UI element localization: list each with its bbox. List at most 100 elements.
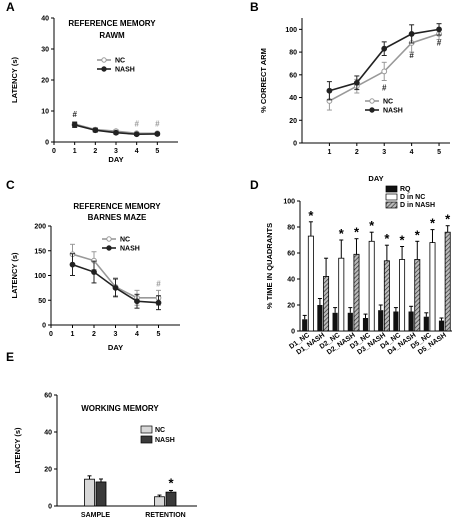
bar-rq xyxy=(393,311,399,331)
y-tick-label: 20 xyxy=(289,118,297,125)
y-tick-label: 40 xyxy=(287,277,295,284)
y-axis-label: LATENCY (s) xyxy=(10,57,19,103)
panel-b: B 0 20 40 60 80 100 % CORRECT ARM 1 2 3 4 5 DAY # # # NC N… xyxy=(250,0,450,183)
panel-label: A xyxy=(6,0,15,14)
x-axis-label: DAY xyxy=(108,343,123,352)
bar-rq xyxy=(362,318,369,331)
legend-swatch xyxy=(140,425,153,434)
y-tick-label: 100 xyxy=(34,273,46,280)
x-tick-label: SAMPLE xyxy=(81,512,111,519)
x-tick-label: 4 xyxy=(135,148,139,155)
chart-title: REFERENCE MEMORY xyxy=(68,19,156,28)
x-axis-label: DAY xyxy=(368,174,383,183)
data-point-nash xyxy=(326,87,333,94)
y-tick-label: 60 xyxy=(289,72,297,79)
bar-d xyxy=(414,259,421,332)
y-tick-label: 50 xyxy=(38,298,46,305)
legend-swatch xyxy=(385,201,398,209)
legend-label: NC xyxy=(383,99,393,106)
data-point-nash xyxy=(353,79,360,86)
bar-rq xyxy=(317,305,323,331)
data-point-nash xyxy=(133,131,140,138)
legend-label: RQ xyxy=(400,186,411,193)
significance-mark: # xyxy=(382,84,387,93)
x-tick-label: 2 xyxy=(355,149,359,156)
y-tick-label: 40 xyxy=(44,430,52,437)
y-tick-label: 60 xyxy=(44,393,52,400)
data-point-nash xyxy=(69,261,76,268)
significance-mark: # xyxy=(156,279,161,288)
bar-nash xyxy=(165,491,177,507)
legend-label: NASH xyxy=(383,108,403,115)
bar-d xyxy=(338,257,345,332)
y-tick-label: 20 xyxy=(41,78,49,85)
significance-mark: # xyxy=(155,120,160,129)
data-point-nash xyxy=(92,127,99,134)
legend-label: D in NASH xyxy=(400,202,435,209)
legend-label: NC xyxy=(115,58,125,65)
significance-star: * xyxy=(400,233,406,248)
bar-d xyxy=(429,242,436,332)
data-point-nash xyxy=(91,269,97,275)
bar-rq xyxy=(408,311,414,331)
y-axis-label: LATENCY (s) xyxy=(10,252,19,298)
y-tick-label: 20 xyxy=(287,303,295,310)
significance-mark: # xyxy=(72,110,77,119)
significance-mark: # xyxy=(437,38,442,47)
legend-marker xyxy=(106,236,112,242)
legend-marker xyxy=(101,66,107,72)
x-tick-label: 3 xyxy=(114,148,118,155)
significance-mark: # xyxy=(409,51,414,60)
significance-star: * xyxy=(415,227,421,242)
x-axis-label: DAY xyxy=(108,155,123,164)
chart-title: WORKING MEMORY xyxy=(81,404,159,413)
data-point-nash xyxy=(71,122,78,128)
y-tick-label: 60 xyxy=(287,251,295,258)
legend-label: D in NC xyxy=(400,194,425,201)
bar-d xyxy=(444,231,451,332)
bar-rq xyxy=(423,316,429,331)
y-tick-label: 80 xyxy=(289,50,297,57)
legend-label: NC xyxy=(155,427,165,434)
y-tick-label: 40 xyxy=(289,95,297,102)
x-tick-label: 5 xyxy=(155,148,159,155)
data-point-nc xyxy=(381,68,388,75)
legend-marker xyxy=(106,245,112,251)
bar-d xyxy=(307,235,314,332)
y-tick-label: 10 xyxy=(41,109,49,116)
y-tick-label: 0 xyxy=(45,140,49,147)
x-tick-label: 2 xyxy=(93,148,97,155)
significance-star: * xyxy=(308,208,314,223)
panel-e: E WORKING MEMORY 0 20 40 60 LATENCY (s) SAMPLE *… xyxy=(6,350,197,519)
panel-label: E xyxy=(6,350,14,364)
x-tick-label: 2 xyxy=(92,331,96,338)
panel-label: C xyxy=(6,178,15,192)
y-tick-label: 100 xyxy=(285,27,297,34)
x-tick-label: 0 xyxy=(49,331,53,338)
chart-title: BARNES MAZE xyxy=(88,213,147,222)
legend-swatch xyxy=(385,193,398,201)
bar-d xyxy=(399,259,406,332)
x-tick-label: 3 xyxy=(382,149,386,156)
bar-nash xyxy=(95,481,107,507)
data-point-nash xyxy=(436,26,442,33)
legend-swatch xyxy=(385,185,398,193)
bar-rq xyxy=(438,320,445,331)
significance-star: * xyxy=(369,218,375,233)
y-tick-label: 0 xyxy=(42,323,46,330)
significance-star: * xyxy=(445,212,451,227)
bar-nc xyxy=(154,496,165,507)
panel-label: B xyxy=(250,0,259,14)
y-tick-label: 20 xyxy=(44,467,52,474)
bar-rq xyxy=(378,310,384,331)
legend-marker xyxy=(369,107,375,113)
significance-star: * xyxy=(430,216,436,231)
significance-star: * xyxy=(339,226,345,241)
legend-marker xyxy=(101,57,107,63)
data-point-nash xyxy=(381,45,388,52)
y-tick-label: 100 xyxy=(283,199,295,206)
legend-marker xyxy=(369,98,375,104)
